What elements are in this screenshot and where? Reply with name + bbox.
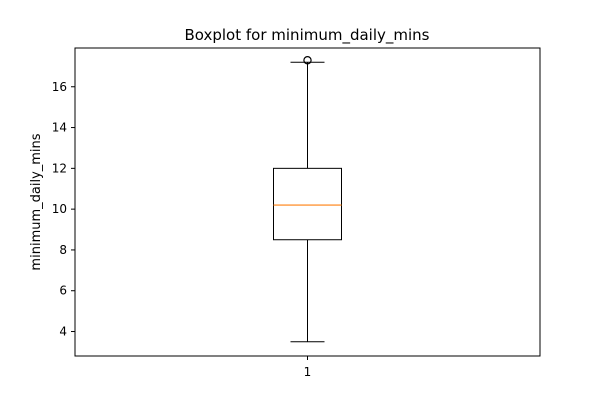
y-axis-label: minimum_daily_mins xyxy=(29,133,44,270)
y-tick-label: 16 xyxy=(52,80,67,94)
y-tick-label: 8 xyxy=(59,243,67,257)
x-axis-ticks: 1 xyxy=(304,356,312,379)
x-tick-label: 1 xyxy=(304,365,312,379)
chart-title: Boxplot for minimum_daily_mins xyxy=(184,26,429,45)
y-tick-label: 12 xyxy=(52,161,67,175)
box-group xyxy=(273,56,342,343)
y-tick-label: 10 xyxy=(52,202,67,216)
y-tick-label: 14 xyxy=(52,121,67,135)
iqr-box xyxy=(273,167,342,241)
outlier-point xyxy=(303,56,312,65)
y-axis-ticks: 4 6 8 10 12 14 16 xyxy=(52,80,75,339)
y-tick-label: 6 xyxy=(59,284,67,298)
y-tick-label: 4 xyxy=(59,325,67,339)
